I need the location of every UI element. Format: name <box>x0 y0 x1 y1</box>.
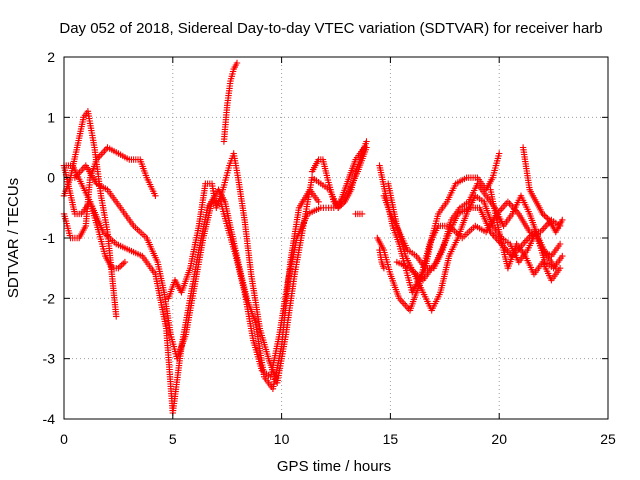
series-track-17 <box>376 246 388 272</box>
series-track-8 <box>308 138 370 211</box>
data-point-marks <box>71 144 370 380</box>
y-tick-label: -4 <box>43 411 56 427</box>
series-track-9 <box>352 210 366 218</box>
data-point-marks <box>352 210 366 218</box>
x-tick-label: 10 <box>274 431 290 447</box>
axis-ticks <box>63 56 609 420</box>
series-track-16 <box>487 186 564 284</box>
x-tick-label: 15 <box>383 431 399 447</box>
data-point-marks <box>385 180 566 314</box>
x-axis-label: GPS time / hours <box>277 458 391 475</box>
x-tick-label: 5 <box>169 431 177 447</box>
y-tick-label: 2 <box>47 49 55 65</box>
y-tick-label: 0 <box>47 170 55 186</box>
data-point-marks <box>487 186 564 284</box>
data-point-marks <box>376 246 388 272</box>
x-tick-labels: 0 5 10 15 20 25 <box>60 431 616 447</box>
chart-title: Day 052 of 2018, Sidereal Day-to-day VTE… <box>59 20 602 37</box>
y-tick-label: -3 <box>43 351 56 367</box>
data-point-marks <box>220 59 241 145</box>
y-tick-labels: -4 -3 -2 -1 0 1 2 <box>43 49 56 427</box>
y-axis-label: SDTVAR / TECUs <box>5 178 22 298</box>
y-tick-label: -2 <box>43 290 56 306</box>
x-tick-label: 20 <box>491 431 507 447</box>
data-point-marks <box>308 138 370 211</box>
series-track-15 <box>519 144 566 236</box>
series-track-5 <box>71 144 370 380</box>
x-tick-label: 0 <box>60 431 68 447</box>
series-track-7 <box>220 59 241 145</box>
series-track-14 <box>385 180 566 314</box>
y-tick-label: 1 <box>47 109 55 125</box>
y-tick-label: -1 <box>43 230 56 246</box>
data-point-marks <box>519 144 566 236</box>
x-tick-label: 25 <box>600 431 616 447</box>
